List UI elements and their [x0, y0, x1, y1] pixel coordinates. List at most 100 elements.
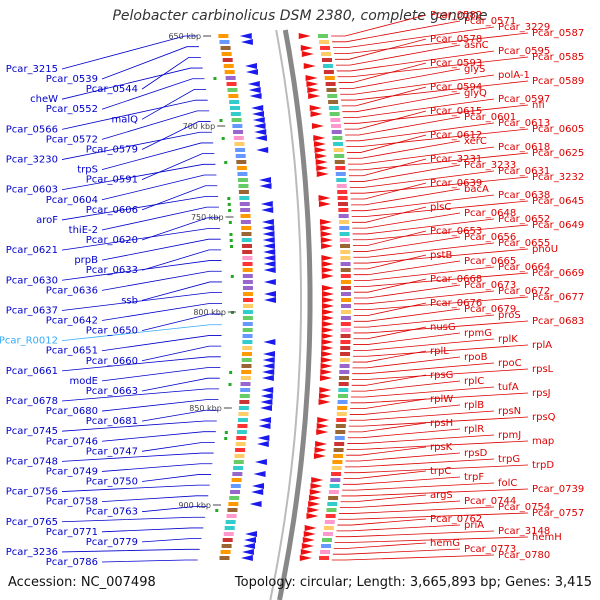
- left-gene-label[interactable]: cheW: [30, 94, 58, 105]
- right-gene-label[interactable]: Pcar_0655: [498, 238, 550, 249]
- right-gene-label[interactable]: xerC: [464, 136, 487, 147]
- right-gene-label[interactable]: Pcar_0679: [464, 304, 516, 315]
- right-gene-label[interactable]: trpF: [464, 472, 484, 483]
- right-gene-label[interactable]: rplR: [464, 424, 484, 435]
- left-gene-label[interactable]: malQ: [111, 114, 138, 125]
- left-gene-label[interactable]: Pcar_0750: [86, 477, 138, 488]
- right-gene-label[interactable]: bacA: [464, 184, 489, 195]
- right-gene-label[interactable]: Pcar_0754: [498, 502, 550, 513]
- left-gene-label[interactable]: Pcar_3215: [6, 64, 58, 75]
- right-gene-label[interactable]: rplL: [430, 346, 449, 357]
- right-gene-label[interactable]: rpsG: [430, 370, 453, 381]
- right-gene-label[interactable]: Pcar_0601: [464, 112, 516, 123]
- left-gene-label[interactable]: Pcar_0621: [6, 245, 58, 256]
- left-gene-label[interactable]: Pcar_0660: [86, 356, 138, 367]
- right-gene-label[interactable]: rpmJ: [498, 430, 521, 441]
- right-gene-label[interactable]: Pcar_0773: [464, 544, 516, 555]
- right-gene-label[interactable]: Pcar_0664: [498, 262, 550, 273]
- right-gene-label[interactable]: Pcar_0757: [532, 508, 584, 519]
- left-gene-label[interactable]: Pcar_0763: [86, 507, 138, 518]
- left-gene-label[interactable]: Pcar_0630: [6, 275, 58, 286]
- right-gene-label[interactable]: Pcar_0652: [498, 214, 550, 225]
- left-gene-label[interactable]: Pcar_0758: [46, 497, 98, 508]
- right-gene-label[interactable]: map: [532, 436, 554, 447]
- left-gene-label[interactable]: Pcar_0642: [46, 316, 98, 327]
- left-gene-label[interactable]: Pcar_0765: [6, 517, 58, 528]
- right-gene-label[interactable]: trpG: [498, 454, 520, 465]
- right-gene-label[interactable]: Pcar_0571: [464, 16, 516, 27]
- right-gene-label[interactable]: tufA: [498, 382, 519, 393]
- right-gene-label[interactable]: glyS: [464, 64, 485, 75]
- right-gene-label[interactable]: Pcar_0677: [532, 292, 584, 303]
- left-gene-label[interactable]: Pcar_0572: [46, 134, 98, 145]
- right-gene-label[interactable]: Pcar_3231: [430, 154, 482, 165]
- right-gene-label[interactable]: nfi: [532, 100, 545, 111]
- left-gene-label[interactable]: Pcar_0748: [6, 456, 58, 467]
- right-gene-label[interactable]: Pcar_0589: [532, 76, 584, 87]
- right-gene-label[interactable]: Pcar_0578: [430, 34, 482, 45]
- right-gene-label[interactable]: plsC: [430, 202, 451, 213]
- right-gene-label[interactable]: Pcar_0593: [430, 58, 482, 69]
- right-gene-label[interactable]: hemG: [430, 538, 460, 549]
- left-gene-label[interactable]: Pcar_0746: [46, 436, 98, 447]
- right-gene-label[interactable]: nusG: [430, 322, 456, 333]
- left-gene-label[interactable]: Pcar_0544: [86, 84, 138, 95]
- right-gene-label[interactable]: rpsJ: [532, 388, 551, 399]
- right-gene-label[interactable]: Pcar_0656: [464, 232, 516, 243]
- left-gene-label[interactable]: Pcar_0637: [6, 305, 58, 316]
- left-gene-label[interactable]: Pcar_0603: [6, 185, 58, 196]
- right-gene-label[interactable]: Pcar_0668: [430, 274, 482, 285]
- right-gene-label[interactable]: rplB: [464, 400, 484, 411]
- left-gene-label[interactable]: Pcar_0771: [46, 527, 98, 538]
- right-gene-label[interactable]: Pcar_0618: [498, 142, 550, 153]
- right-gene-label[interactable]: rpmG: [464, 328, 492, 339]
- right-gene-label[interactable]: Pcar_0665: [464, 256, 516, 267]
- left-gene-label[interactable]: Pcar_0663: [86, 386, 138, 397]
- right-gene-label[interactable]: Pcar_0639: [430, 178, 482, 189]
- left-gene-label[interactable]: Pcar_0745: [6, 426, 58, 437]
- left-gene-label[interactable]: Pcar_3230: [6, 155, 58, 166]
- right-gene-label[interactable]: Pcar_0585: [532, 52, 584, 63]
- right-gene-label[interactable]: Pcar_0780: [498, 550, 550, 561]
- right-gene-label[interactable]: Pcar_0673: [464, 280, 516, 291]
- left-gene-label[interactable]: Pcar_0566: [6, 124, 58, 135]
- right-gene-label[interactable]: Pcar_0597: [498, 94, 550, 105]
- left-gene-label[interactable]: Pcar_0552: [46, 104, 98, 115]
- right-gene-label[interactable]: trpD: [532, 460, 554, 471]
- right-gene-label[interactable]: Pcar_0645: [532, 196, 584, 207]
- left-gene-label[interactable]: Pcar_0606: [86, 205, 138, 216]
- right-gene-label[interactable]: Pcar_0649: [532, 220, 584, 231]
- right-gene-label[interactable]: rpsK: [430, 442, 453, 453]
- right-gene-label[interactable]: Pcar_0625: [532, 148, 584, 159]
- right-gene-label[interactable]: glyQ: [464, 88, 487, 99]
- right-gene-label[interactable]: priA: [464, 520, 484, 531]
- left-gene-label[interactable]: ssb: [121, 295, 138, 306]
- right-gene-label[interactable]: Pcar_3148: [498, 526, 550, 537]
- right-gene-label[interactable]: Pcar_0638: [498, 190, 550, 201]
- left-gene-label[interactable]: Pcar_0749: [46, 466, 98, 477]
- left-gene-label[interactable]: modE: [69, 376, 98, 387]
- right-gene-label[interactable]: Pcar_0587: [532, 28, 584, 39]
- left-gene-label[interactable]: aroF: [36, 215, 58, 226]
- right-gene-label[interactable]: folC: [498, 478, 517, 489]
- right-gene-label[interactable]: Pcar_0653: [430, 226, 482, 237]
- left-gene-label[interactable]: prpB: [74, 255, 98, 266]
- right-gene-label[interactable]: Pcar_0612: [430, 130, 482, 141]
- right-gene-label[interactable]: rpsN: [498, 406, 521, 417]
- right-gene-label[interactable]: Pcar_0594: [430, 82, 482, 93]
- right-gene-label[interactable]: Pcar_3232: [532, 172, 584, 183]
- right-gene-label[interactable]: hemH: [532, 532, 562, 543]
- right-gene-label[interactable]: Pcar_0613: [498, 118, 550, 129]
- left-gene-label[interactable]: Pcar_0680: [46, 406, 98, 417]
- left-gene-label[interactable]: Pcar_0779: [86, 537, 138, 548]
- left-gene-label[interactable]: Pcar_0636: [46, 285, 98, 296]
- left-gene-label[interactable]: Pcar_0604: [46, 195, 98, 206]
- right-gene-label[interactable]: rpsD: [464, 448, 488, 459]
- right-gene-label[interactable]: rpsL: [532, 364, 554, 375]
- right-gene-label[interactable]: phoU: [532, 244, 558, 255]
- left-gene-label[interactable]: Pcar_0681: [86, 416, 138, 427]
- right-gene-label[interactable]: rpoC: [498, 358, 522, 369]
- left-gene-label[interactable]: Pcar_0678: [6, 396, 58, 407]
- right-gene-label[interactable]: Pcar_0739: [532, 484, 584, 495]
- right-gene-label[interactable]: rplC: [464, 376, 484, 387]
